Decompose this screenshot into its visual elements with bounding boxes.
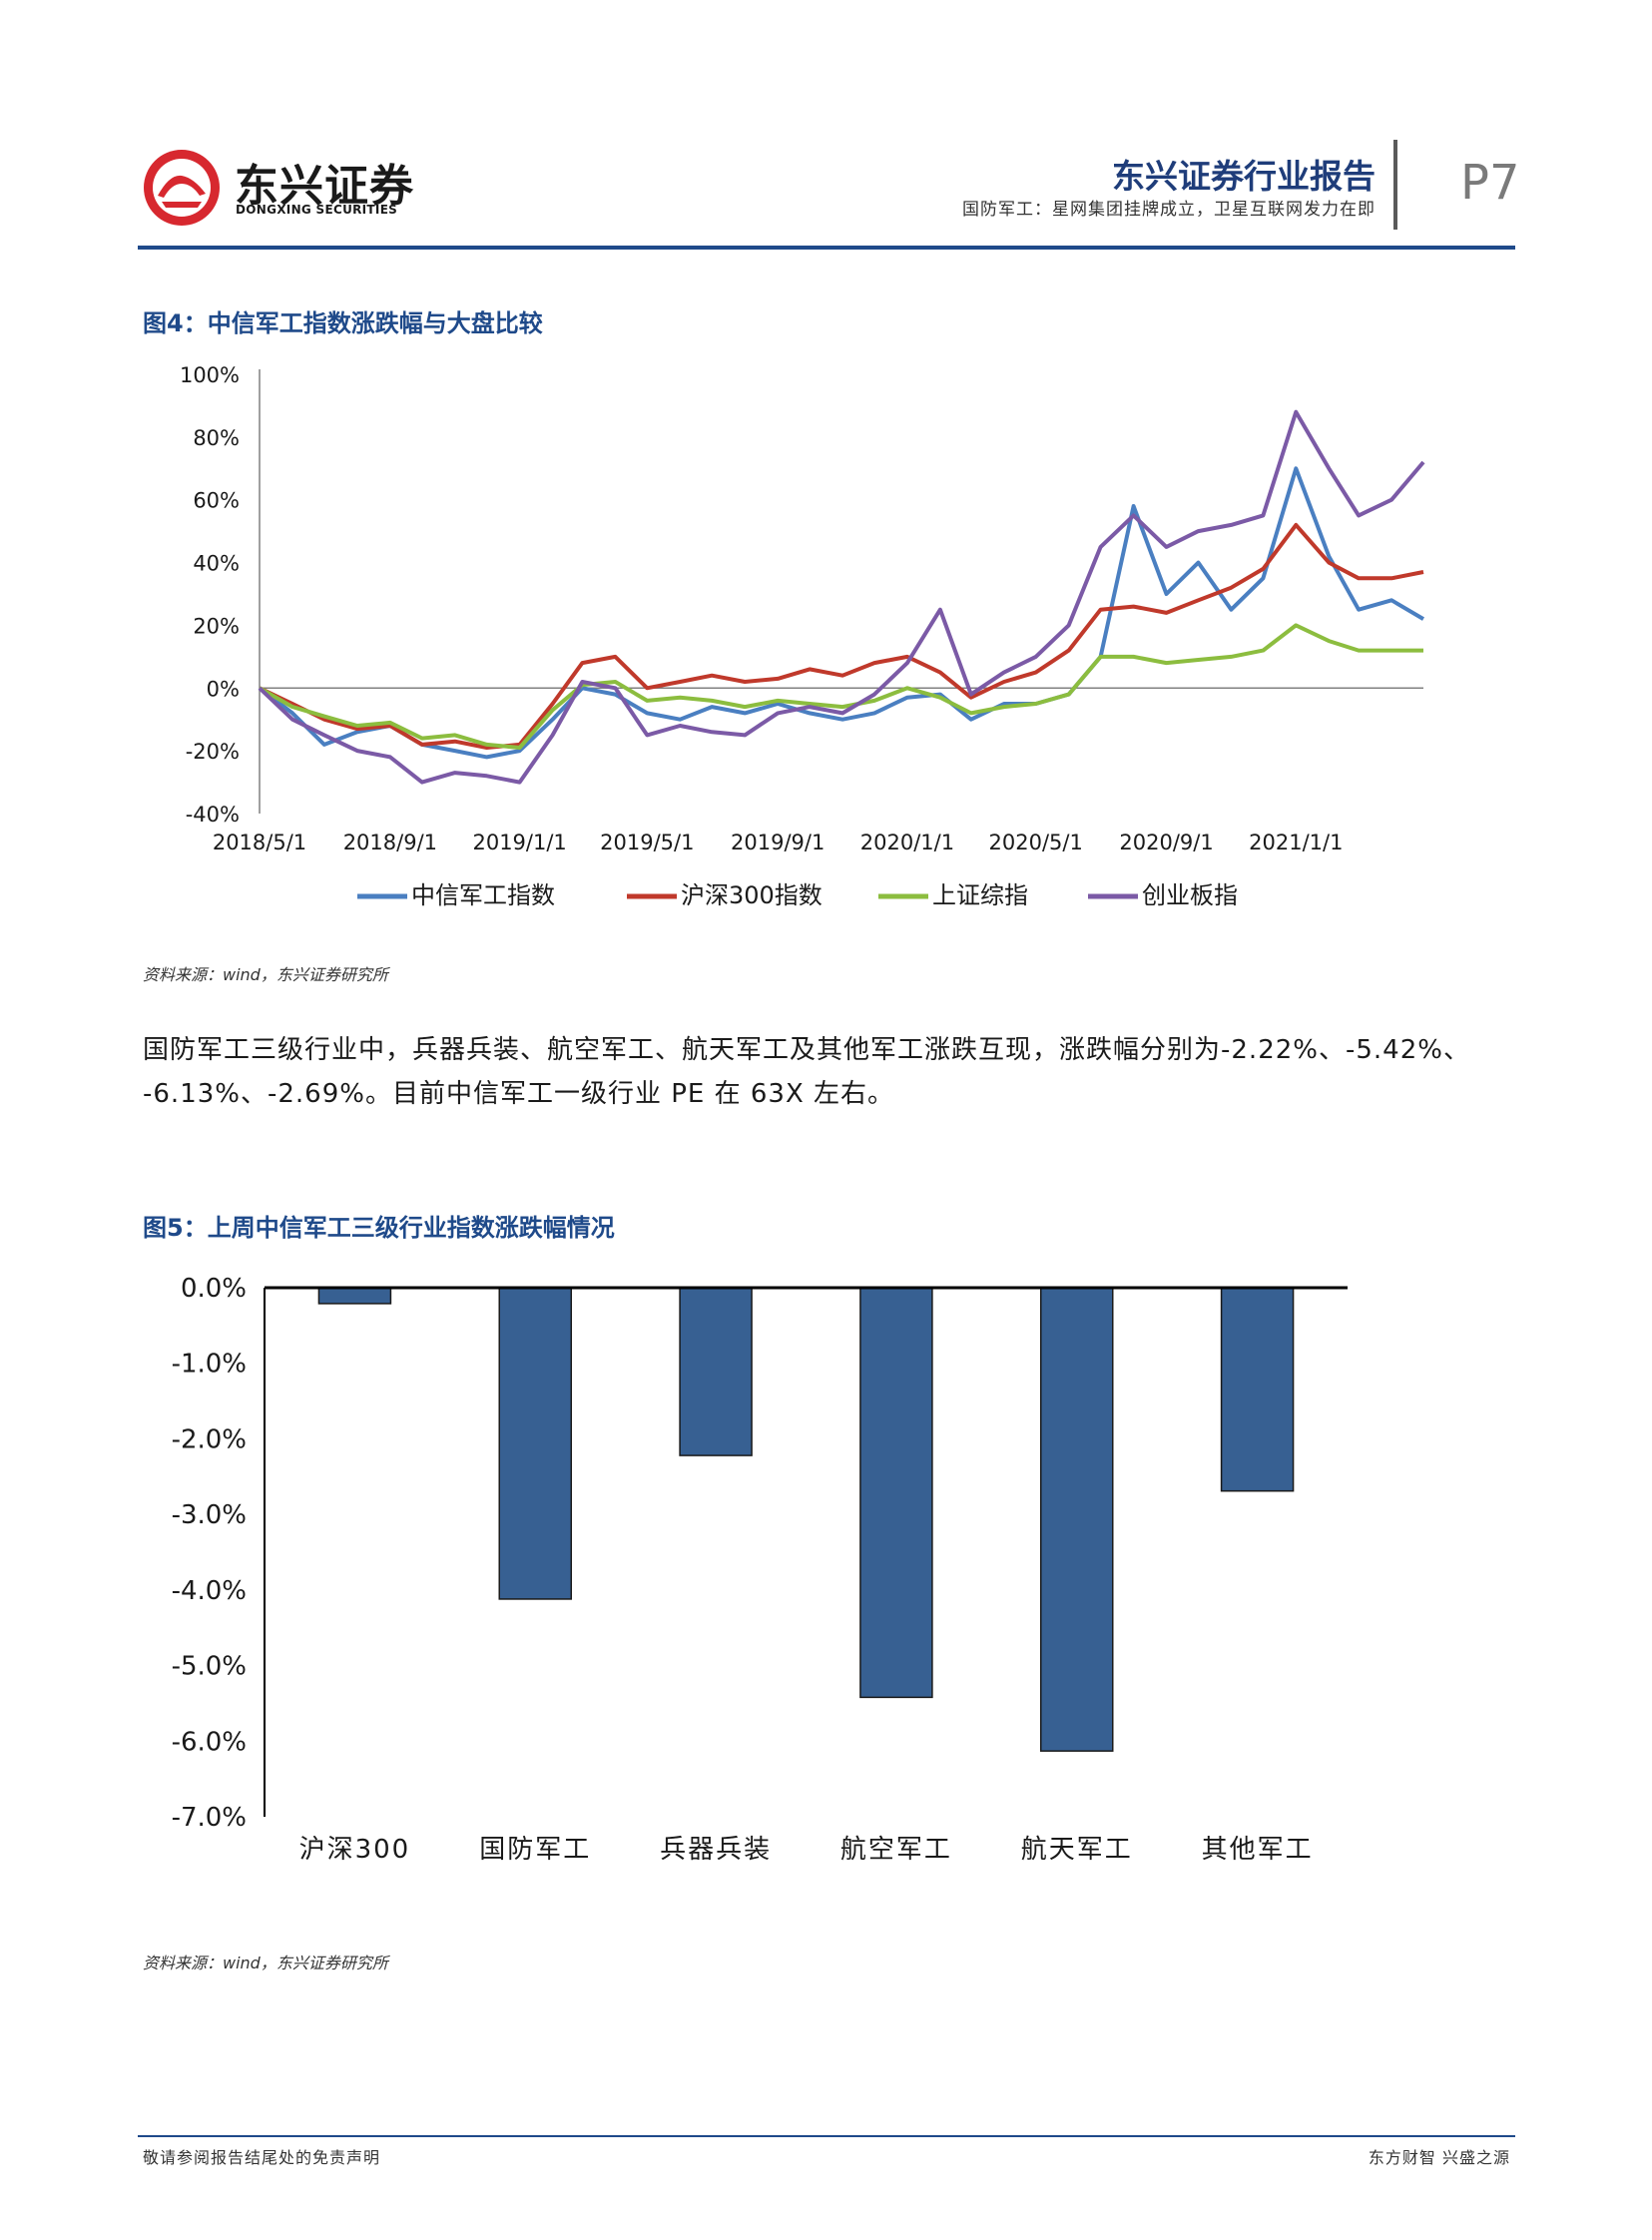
x-tick-label: 2019/1/1: [472, 831, 566, 854]
x-tick-label: 2019/5/1: [600, 831, 694, 854]
series-line-2: [259, 522, 1424, 750]
body-paragraph: 国防军工三级行业中，兵器兵装、航空军工、航天军工及其他军工涨跌互现，涨跌幅分别为…: [143, 1028, 1520, 1116]
bar: [679, 1287, 753, 1456]
y-tick-label: -4.0%: [172, 1576, 247, 1606]
figure4-source: 资料来源：wind，东兴证券研究所: [143, 965, 388, 984]
y-tick-label: 20%: [193, 614, 240, 638]
x-tick-label: 2018/9/1: [343, 831, 437, 854]
bar: [498, 1287, 572, 1600]
y-tick-label: -6.0%: [172, 1727, 247, 1757]
logo-english-name: DONGXING SECURITIES: [236, 203, 398, 217]
y-tick-label: -5.0%: [172, 1652, 247, 1682]
bar: [317, 1287, 392, 1305]
x-category-label: 兵器兵装: [660, 1835, 772, 1865]
y-tick-label: 60%: [193, 489, 240, 513]
body-line-1: 国防军工三级行业中，兵器兵装、航空军工、航天军工及其他军工涨跌互现，涨跌幅分别为…: [143, 1035, 1470, 1065]
x-tick-label: 2018/5/1: [213, 831, 306, 854]
figure5-source: 资料来源：wind，东兴证券研究所: [143, 1954, 388, 1972]
x-tick-label: 2020/9/1: [1119, 831, 1213, 854]
y-tick-label: -7.0%: [172, 1803, 247, 1833]
line-chart: 100% 80% 60% 40% 20% 0% -20% -40% 2018/5/1 2018/9…: [180, 363, 1425, 909]
legend-label: 上证综指: [932, 881, 1028, 909]
footer-disclaimer: 敬请参阅报告结尾处的免责声明: [143, 2148, 381, 2167]
header-rule: [138, 246, 1515, 250]
x-category-label: 航天军工: [1021, 1835, 1133, 1865]
figure4-title: 图4：中信军工指数涨跌幅与大盘比较: [143, 309, 543, 337]
x-tick-label: 2021/1/1: [1249, 831, 1343, 854]
x-tick-label: 2020/5/1: [989, 831, 1083, 854]
bar: [1040, 1287, 1114, 1752]
bar: [859, 1287, 933, 1699]
x-category-label: 国防军工: [479, 1835, 591, 1865]
y-tick-label: 0.0%: [181, 1274, 247, 1304]
bar-chart: 0.0% -1.0% -2.0% -3.0% -4.0% -5.0% -6.0% -7.0% 沪…: [172, 1274, 1348, 1865]
y-tick-label: -2.0%: [172, 1424, 247, 1454]
y-tick-label: 0%: [207, 677, 240, 701]
y-tick-label: -20%: [186, 740, 240, 764]
legend-label: 沪深300指数: [681, 881, 823, 909]
x-tick-label: 2020/1/1: [860, 831, 954, 854]
figure5-title: 图5：上周中信军工三级行业指数涨跌幅情况: [143, 1214, 615, 1242]
y-tick-label: 100%: [180, 363, 240, 387]
y-tick-label: 80%: [193, 426, 240, 450]
footer-rule: [138, 2135, 1515, 2137]
x-category-label: 航空军工: [840, 1835, 952, 1865]
report-subtitle: 国防军工：星网集团挂牌成立，卫星互联网发力在即: [962, 200, 1376, 220]
body-line-2: -6.13%、-2.69%。目前中信军工一级行业 PE 在 63X 左右。: [143, 1079, 895, 1109]
y-tick-label: -3.0%: [172, 1500, 247, 1530]
x-category-label: 其他军工: [1202, 1835, 1314, 1865]
x-tick-label: 2019/9/1: [731, 831, 825, 854]
footer-slogan: 东方财智 兴盛之源: [1368, 2148, 1510, 2167]
y-tick-label: -40%: [186, 803, 240, 827]
y-tick-label: -1.0%: [172, 1350, 247, 1380]
series-line-1: [258, 466, 1425, 760]
page-number: P7: [1460, 155, 1520, 211]
series-line-3: [259, 623, 1423, 750]
legend-label: 中信军工指数: [411, 881, 555, 909]
y-tick-label: 40%: [193, 552, 240, 576]
logo-name: 东兴证券: [235, 161, 414, 212]
legend-label: 创业板指: [1142, 881, 1238, 909]
x-category-label: 沪深300: [299, 1835, 411, 1865]
bar: [1220, 1287, 1295, 1492]
report-title: 东兴证券行业报告: [1112, 157, 1376, 196]
header-divider: [1393, 140, 1397, 230]
series-line-4: [258, 409, 1425, 785]
dongxing-logo-icon: [144, 150, 220, 226]
